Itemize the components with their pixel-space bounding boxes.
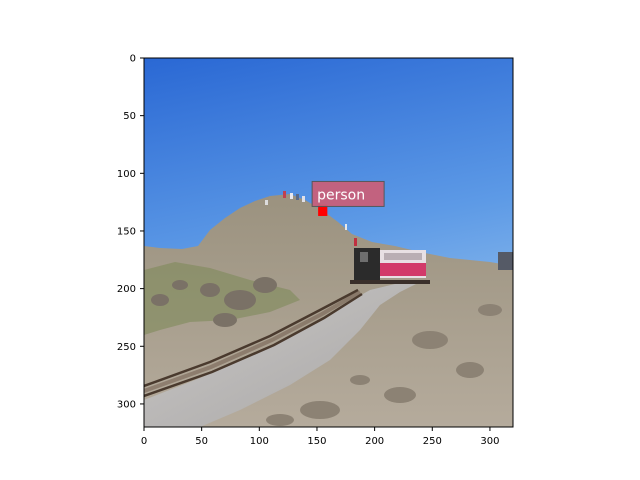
y-tick-label: 150 bbox=[117, 226, 136, 237]
x-tick-label: 250 bbox=[423, 436, 442, 447]
x-tick-label: 300 bbox=[480, 436, 499, 447]
detection-box bbox=[318, 204, 328, 216]
rocks-left bbox=[151, 277, 277, 327]
y-tick-label: 50 bbox=[123, 111, 136, 122]
rail-tracks bbox=[144, 288, 363, 398]
y-tick-label: 200 bbox=[117, 284, 136, 295]
y-axis: 0 50 100 150 200 250 300 bbox=[117, 54, 144, 410]
y-tick-label: 0 bbox=[130, 54, 136, 65]
x-tick-label: 200 bbox=[365, 436, 384, 447]
summit-crowd bbox=[265, 191, 513, 270]
x-tick-label: 100 bbox=[250, 436, 269, 447]
x-axis: 0 50 100 150 200 250 300 bbox=[141, 427, 499, 447]
y-tick-label: 300 bbox=[117, 399, 136, 410]
x-tick-label: 150 bbox=[307, 436, 326, 447]
grass-patch bbox=[144, 262, 300, 335]
detection: person bbox=[311, 180, 385, 216]
rocks-right bbox=[266, 304, 502, 426]
y-tick-label: 250 bbox=[117, 342, 136, 353]
x-tick-label: 50 bbox=[195, 436, 208, 447]
x-tick-label: 0 bbox=[141, 436, 147, 447]
train bbox=[350, 248, 430, 284]
axes-frame bbox=[143, 57, 514, 428]
detection-label-background bbox=[311, 180, 385, 207]
detection-label: person bbox=[317, 187, 365, 203]
photo bbox=[144, 58, 513, 427]
gravel-road bbox=[144, 282, 420, 427]
y-tick-label: 100 bbox=[117, 169, 136, 180]
